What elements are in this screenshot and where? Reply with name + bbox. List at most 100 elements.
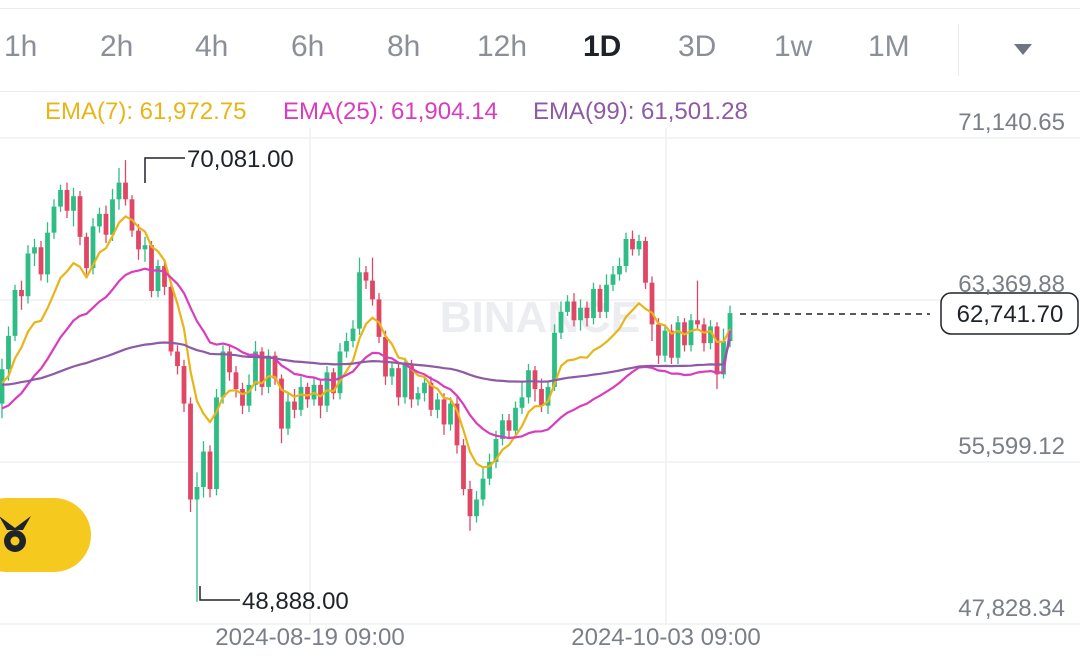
candle-body <box>474 499 479 517</box>
ema-lines-group <box>1 215 732 469</box>
tab-4h[interactable]: 4h <box>195 30 229 63</box>
candle-body <box>253 351 258 385</box>
tab-1m[interactable]: 1M <box>868 30 910 63</box>
ema-line-ema99 <box>1 338 732 386</box>
chart-gridlines <box>0 128 1080 625</box>
candle-body <box>32 247 37 254</box>
candle-body <box>350 328 356 342</box>
candle-body <box>448 403 453 425</box>
candle-body <box>136 230 141 250</box>
price-tick-63369: 63,369.88 <box>958 271 1065 298</box>
candle-body <box>662 330 668 356</box>
candle-body <box>103 213 109 235</box>
candle-body <box>266 355 271 387</box>
candle-body <box>168 286 174 352</box>
ema-line-ema7 <box>1 215 731 469</box>
top-divider <box>0 8 1080 9</box>
candle-body <box>409 363 414 400</box>
tab-1w[interactable]: 1w <box>774 30 813 63</box>
candle-body <box>84 236 89 269</box>
price-tick-55599: 55,599.12 <box>958 433 1065 460</box>
candle-body <box>6 335 11 370</box>
candle-body <box>58 189 63 207</box>
candle-body <box>630 238 635 250</box>
candle-body <box>467 489 473 517</box>
candle-body <box>617 266 622 275</box>
candle-body <box>220 351 226 398</box>
ema25-legend: EMA(25): 61,904.14 <box>283 98 498 125</box>
tab-1d[interactable]: 1D <box>583 30 622 63</box>
candle-body <box>623 238 629 267</box>
candle-body <box>298 386 304 410</box>
candle-body <box>0 369 5 404</box>
candles-group <box>0 160 733 602</box>
candle-body <box>116 182 122 200</box>
candle-body <box>259 351 265 387</box>
date-label-1: 2024-08-19 09:00 <box>215 624 405 651</box>
current-price-label: 62,741.70 <box>957 301 1064 328</box>
candle-body <box>526 370 531 398</box>
candle-body <box>454 403 460 446</box>
tab-1h[interactable]: 1h <box>4 30 38 63</box>
candle-body <box>688 320 694 346</box>
candle-body <box>181 366 187 404</box>
candle-body <box>415 393 421 400</box>
current-price-box <box>940 292 1079 335</box>
candle-body <box>597 288 603 312</box>
tab-6h[interactable]: 6h <box>291 30 325 63</box>
candle-body <box>305 386 310 400</box>
candle-body <box>344 341 349 352</box>
candle-body <box>45 232 50 275</box>
candle-body <box>571 301 577 321</box>
candle-body <box>532 370 538 390</box>
candle-body <box>545 386 551 406</box>
tab-2h[interactable]: 2h <box>100 30 134 63</box>
candle-body <box>376 299 382 337</box>
candle-body <box>721 341 726 375</box>
tab-8h[interactable]: 8h <box>387 30 421 63</box>
price-tick-47828: 47,828.34 <box>958 595 1065 622</box>
toolbar-divider <box>0 91 1080 92</box>
candle-body <box>370 280 375 300</box>
candle-body <box>428 382 434 410</box>
ema7-legend: EMA(7): 61,972.75 <box>45 98 247 125</box>
timeframe-bar: 1h 2h 4h 6h 8h 12h 1D 3D 1w 1M <box>0 0 1080 92</box>
candlestick-chart[interactable]: BINANCE 62,741.70 71,140.65 63,369.88 55… <box>0 92 1080 661</box>
candle-body <box>610 274 616 285</box>
candle-body <box>162 266 167 287</box>
candle-body <box>90 226 96 269</box>
candle-body <box>12 289 18 336</box>
candle-body <box>123 182 128 200</box>
candle-body <box>669 330 674 358</box>
candle-body <box>149 245 154 292</box>
candle-body <box>129 199 135 231</box>
candle-body <box>552 332 557 387</box>
candle-body <box>422 382 427 394</box>
candle-body <box>604 284 609 312</box>
assistant-fab-button[interactable] <box>0 498 91 572</box>
tab-12h[interactable]: 12h <box>477 30 528 63</box>
candle-body <box>649 282 655 325</box>
candle-body <box>207 451 213 490</box>
candle-body <box>201 451 206 487</box>
candle-body <box>565 301 570 312</box>
binance-watermark: BINANCE <box>440 293 640 342</box>
caret-down-icon[interactable] <box>1014 44 1032 55</box>
tab-3d[interactable]: 3D <box>678 30 717 63</box>
high-marker-line <box>144 157 185 183</box>
low-price-label: 48,888.00 <box>242 588 349 615</box>
date-label-2: 2024-10-03 09:00 <box>571 624 761 651</box>
ema99-legend: EMA(99): 61,501.28 <box>533 98 748 125</box>
candle-body <box>506 420 512 431</box>
candle-body <box>461 445 466 490</box>
candle-body <box>519 397 525 408</box>
candle-body <box>331 372 336 394</box>
toolbar-separator <box>958 24 959 76</box>
candle-body <box>584 307 590 319</box>
candle-body <box>591 288 596 319</box>
candle-body <box>493 439 499 462</box>
candle-body <box>110 199 115 235</box>
low-marker-line <box>199 586 240 601</box>
candle-body <box>675 322 681 358</box>
candle-body <box>539 389 544 406</box>
